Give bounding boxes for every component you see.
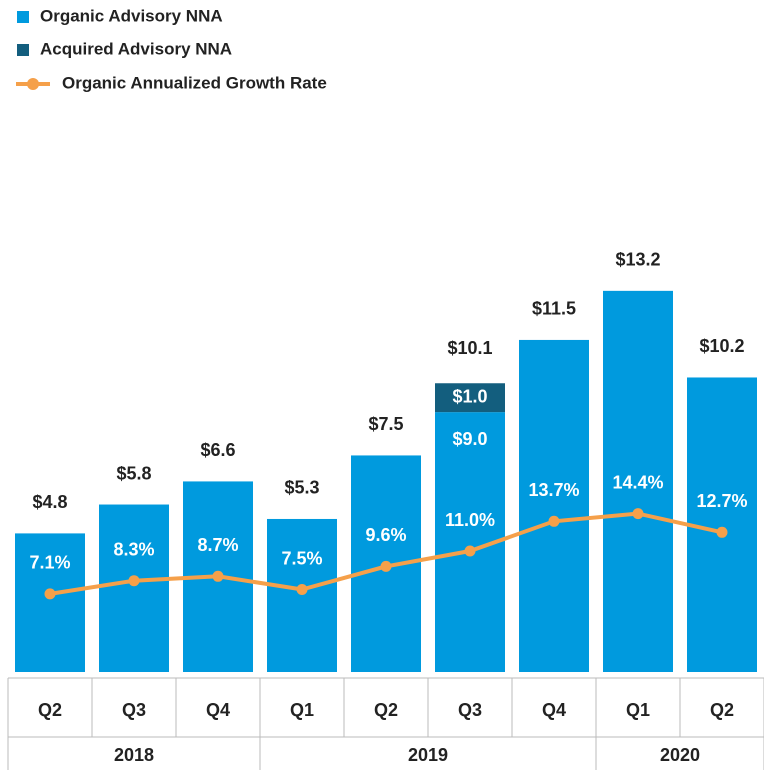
x-tick-label: Q2 bbox=[710, 700, 734, 720]
bar-value-label: $9.0 bbox=[452, 429, 487, 449]
line-marker bbox=[716, 526, 728, 538]
group-label: 2019 bbox=[408, 745, 448, 765]
bar-value-label: $5.8 bbox=[116, 463, 151, 483]
x-tick-label: Q4 bbox=[542, 700, 566, 720]
bar-value-label: $7.5 bbox=[368, 414, 403, 434]
legend-label: Organic Annualized Growth Rate bbox=[62, 73, 327, 92]
bar bbox=[519, 339, 589, 672]
legend-label: Organic Advisory NNA bbox=[40, 6, 223, 25]
bar bbox=[687, 377, 757, 672]
legend-marker bbox=[27, 78, 39, 90]
line-value-label: 8.3% bbox=[113, 539, 154, 559]
line-marker bbox=[632, 508, 644, 520]
line-value-label: 13.7% bbox=[528, 480, 579, 500]
bar bbox=[435, 383, 505, 413]
line-marker bbox=[548, 515, 560, 527]
bar-value-label: $10.2 bbox=[699, 336, 744, 356]
bar-value-label: $13.2 bbox=[615, 250, 660, 270]
line-marker bbox=[464, 545, 476, 557]
line-value-label: 12.7% bbox=[696, 491, 747, 511]
line-marker bbox=[44, 588, 56, 600]
group-label: 2018 bbox=[114, 745, 154, 765]
bar-value-label: $4.8 bbox=[32, 492, 67, 512]
x-tick-label: Q1 bbox=[626, 700, 650, 720]
line-value-label: 14.4% bbox=[612, 472, 663, 492]
bar bbox=[267, 518, 337, 672]
line-marker bbox=[128, 575, 140, 587]
bar bbox=[603, 290, 673, 672]
line-value-label: 8.7% bbox=[197, 535, 238, 555]
bar-value-label: $6.6 bbox=[200, 440, 235, 460]
x-tick-label: Q2 bbox=[374, 700, 398, 720]
bar-value-label: $11.5 bbox=[532, 299, 576, 319]
x-tick-label: Q4 bbox=[206, 700, 230, 720]
line-value-label: 7.5% bbox=[281, 548, 322, 568]
bar-value-label: $1.0 bbox=[452, 386, 487, 406]
group-label: 2020 bbox=[660, 745, 700, 765]
legend-label: Acquired Advisory NNA bbox=[40, 39, 232, 58]
x-tick-label: Q2 bbox=[38, 700, 62, 720]
bar bbox=[99, 504, 169, 672]
total-label: $10.1 bbox=[447, 338, 492, 358]
legend-swatch bbox=[17, 11, 29, 23]
line-marker bbox=[296, 584, 308, 595]
legend-swatch bbox=[17, 44, 29, 56]
x-tick-label: Q3 bbox=[458, 700, 482, 720]
line-marker bbox=[212, 570, 224, 582]
line-value-label: 9.6% bbox=[365, 525, 406, 545]
line-marker bbox=[380, 560, 392, 572]
bar-value-label: $5.3 bbox=[284, 478, 319, 498]
bar bbox=[15, 533, 85, 672]
x-tick-label: Q3 bbox=[122, 700, 146, 720]
line-value-label: 7.1% bbox=[29, 553, 70, 573]
line-value-label: 11.0% bbox=[445, 510, 495, 530]
x-tick-label: Q1 bbox=[290, 700, 314, 720]
